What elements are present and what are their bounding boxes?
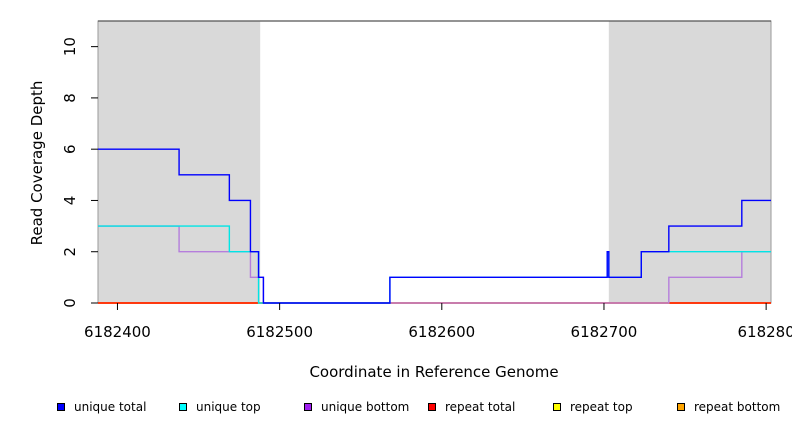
legend-item: unique total [57,400,146,414]
x-tick-label: 6182400 [84,323,151,341]
legend-swatch [553,403,561,411]
y-tick-label: 10 [61,37,79,56]
y-tick-label: 4 [61,196,79,206]
legend-label: unique bottom [321,400,410,414]
y-tick-label: 0 [61,298,79,308]
legend-label: repeat total [445,400,516,414]
legend-swatch [428,403,436,411]
series-lines [98,148,771,304]
x-tick-label: 6182700 [571,323,638,341]
x-axis-title: Coordinate in Reference Genome [309,363,558,381]
legend-label: unique top [196,400,261,414]
legend-item: repeat bottom [677,400,780,414]
x-axis: 6182400 6182500 6182600 6182700 618280 [84,303,792,341]
legend-label: unique total [74,400,147,414]
legend-item: unique top [179,400,261,414]
legend: unique total unique top unique bottom repea… [0,400,792,418]
legend-label: repeat bottom [694,400,781,414]
y-axis: 0 2 4 6 8 10 [61,37,98,308]
x-tick-label: 6182500 [246,323,313,341]
legend-label: repeat top [570,400,633,414]
x-tick-label: 6182600 [408,323,475,341]
legend-swatch [57,403,65,411]
legend-item: repeat total [428,400,515,414]
legend-swatch [677,403,685,411]
legend-item: repeat top [553,400,633,414]
x-tick-label: 618280 [738,323,792,341]
coverage-chart: 6182400 6182500 6182600 6182700 618280 0 2 4 6 8… [28,20,792,381]
y-axis-title: Read Coverage Depth [28,81,46,246]
y-tick-label: 8 [61,93,79,103]
series-unique-total [98,148,771,304]
y-tick-label: 2 [61,247,79,257]
y-tick-label: 6 [61,144,79,154]
shaded-regions [98,21,771,303]
legend-swatch [304,403,312,411]
shaded-region-1 [608,21,771,303]
legend-swatch [179,403,187,411]
legend-item: unique bottom [304,400,409,414]
